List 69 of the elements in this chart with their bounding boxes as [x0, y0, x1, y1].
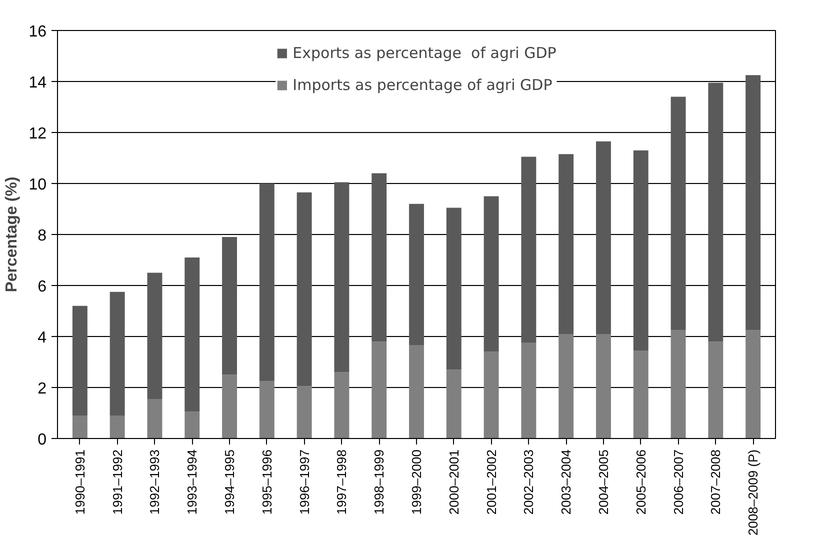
x-tick-label: 1998–1999 — [372, 449, 387, 515]
x-tick-label: 2000–2001 — [446, 449, 462, 515]
bar — [334, 372, 350, 438]
bar — [72, 306, 88, 416]
x-tick-label: 1991–1992 — [110, 449, 125, 515]
bar — [670, 330, 686, 438]
x-tick-label: 2002–2003 — [521, 449, 536, 515]
y-tick-label: 2 — [38, 380, 47, 398]
bar — [372, 342, 387, 438]
bar — [446, 208, 462, 370]
bar — [147, 272, 162, 399]
x-tick-label: 2004–2005 — [596, 449, 611, 515]
legend-label: Exports as percentage of agri GDP — [292, 44, 556, 62]
bar — [110, 416, 125, 438]
bar — [184, 257, 200, 412]
bar — [746, 75, 761, 330]
bar — [372, 173, 387, 342]
bar — [409, 204, 424, 346]
bar — [521, 342, 536, 438]
y-tick-label: 4 — [38, 330, 47, 346]
x-tick-label: 1990–1991 — [72, 449, 88, 515]
bar — [484, 352, 499, 438]
y-tick-label: 14 — [28, 74, 47, 92]
y-tick-label: 6 — [38, 278, 47, 296]
bar — [409, 345, 424, 438]
bar — [484, 196, 499, 352]
x-tick-label: 1996–1997 — [296, 449, 312, 515]
bar — [334, 182, 350, 372]
legend-label: Imports as percentage of agri GDP — [292, 76, 552, 94]
y-tick-label: 12 — [28, 126, 47, 142]
bar — [708, 342, 724, 438]
x-tick-label: 1995–1996 — [259, 449, 274, 515]
bar — [708, 82, 724, 342]
bar — [558, 154, 574, 334]
y-axis-title: Percentage (%) — [4, 176, 21, 292]
x-tick-label: 2006–2007 — [670, 449, 686, 515]
x-tick-label: 2001–2002 — [484, 449, 499, 515]
y-tick-label: 8 — [38, 228, 47, 244]
bar — [296, 386, 312, 438]
bar — [184, 412, 200, 438]
x-tick-label: 2003–2004 — [558, 449, 574, 515]
x-tick-label: 2005–2006 — [633, 449, 648, 515]
bar — [72, 416, 88, 438]
bar — [222, 374, 237, 438]
x-tick-label: 2008–2009 (P) — [746, 449, 761, 536]
y-tick-label: 16 — [28, 24, 47, 40]
bar — [596, 141, 611, 334]
y-tick-label: 0 — [38, 432, 47, 448]
bar — [446, 370, 462, 438]
bar — [296, 192, 312, 386]
bar — [259, 184, 274, 382]
x-tick-label: 1993–1994 — [184, 449, 200, 515]
bar — [596, 334, 611, 438]
bar — [633, 150, 648, 351]
bar — [633, 350, 648, 438]
x-tick-label: 1999–2000 — [409, 449, 424, 515]
x-tick-label: 1994–1995 — [222, 449, 238, 515]
bar — [521, 156, 536, 343]
bar — [558, 334, 574, 438]
bar — [147, 398, 162, 438]
x-tick-label: 2007–2008 — [708, 449, 724, 515]
x-tick-label: 1992–1993 — [147, 449, 162, 515]
y-tick-label: 10 — [28, 176, 47, 194]
bar — [746, 330, 761, 438]
bar — [259, 381, 274, 438]
x-tick-label: 1997–1998 — [334, 449, 350, 515]
bar — [222, 237, 237, 375]
bar — [670, 96, 686, 330]
bar — [110, 292, 125, 416]
